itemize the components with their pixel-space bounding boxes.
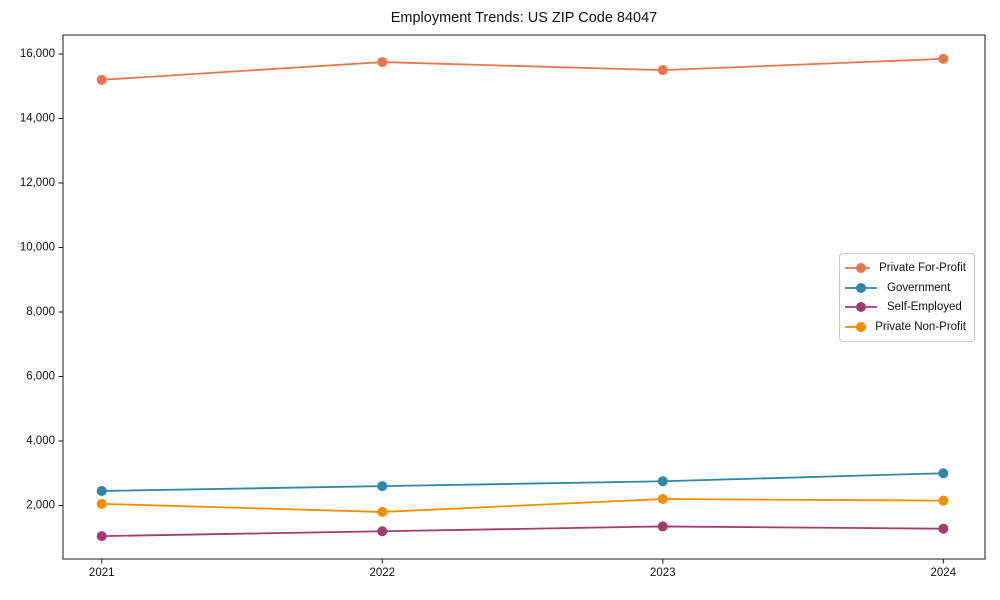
data-point [938, 523, 949, 534]
legend-label: Self-Employed [887, 301, 962, 314]
legend-item-private-for-profit: Private For-Profit [844, 259, 966, 277]
legend-label: Private For-Profit [879, 261, 966, 274]
data-point [657, 521, 668, 532]
plot-border [62, 34, 986, 560]
legend-line-marker-icon [845, 262, 871, 273]
data-point [657, 65, 668, 76]
data-point [96, 485, 107, 496]
legend-item-self-employed: Self-Employed [844, 298, 966, 316]
data-point [377, 526, 388, 537]
legend: Private For-Profit Government Self-Employe… [839, 253, 975, 342]
data-point [657, 476, 668, 487]
data-point [657, 494, 668, 505]
chart-title: Employment Trends: US ZIP Code 84047 [390, 10, 658, 26]
series-line-private-for-profit [100, 57, 945, 81]
y-tick-label: 10,000 [20, 242, 55, 254]
y-tick-label: 16,000 [20, 48, 55, 60]
data-point [938, 53, 949, 64]
x-tick-label: 2022 [369, 567, 395, 579]
data-point [377, 481, 388, 492]
data-point [938, 468, 949, 479]
x-tick-label: 2023 [650, 567, 676, 579]
legend-line-marker-icon [845, 282, 877, 293]
y-tick-label: 12,000 [20, 177, 55, 189]
x-tick-label: 2024 [931, 567, 957, 579]
y-tick-label: 6,000 [26, 371, 55, 383]
data-point [377, 506, 388, 517]
y-tick-label: 8,000 [26, 306, 55, 318]
legend-label: Government [887, 281, 951, 294]
data-point [96, 498, 107, 509]
legend-line-marker-icon [845, 322, 867, 333]
legend-line-marker-icon [845, 302, 877, 313]
legend-item-government: Government [844, 279, 966, 297]
y-tick-label: 2,000 [26, 500, 55, 512]
data-point [938, 495, 949, 506]
data-point [377, 57, 388, 68]
series-line-government [100, 472, 945, 492]
x-tick-label: 2021 [89, 567, 115, 579]
series-line-private-non-profit [100, 498, 945, 513]
legend-label: Private Non-Profit [875, 321, 966, 334]
series-line-self-employed [100, 525, 945, 538]
legend-item-private-non-profit: Private Non-Profit [844, 318, 966, 336]
y-tick-label: 14,000 [20, 113, 55, 125]
data-point [96, 531, 107, 542]
data-point [96, 74, 107, 85]
y-tick-label: 4,000 [26, 435, 55, 447]
